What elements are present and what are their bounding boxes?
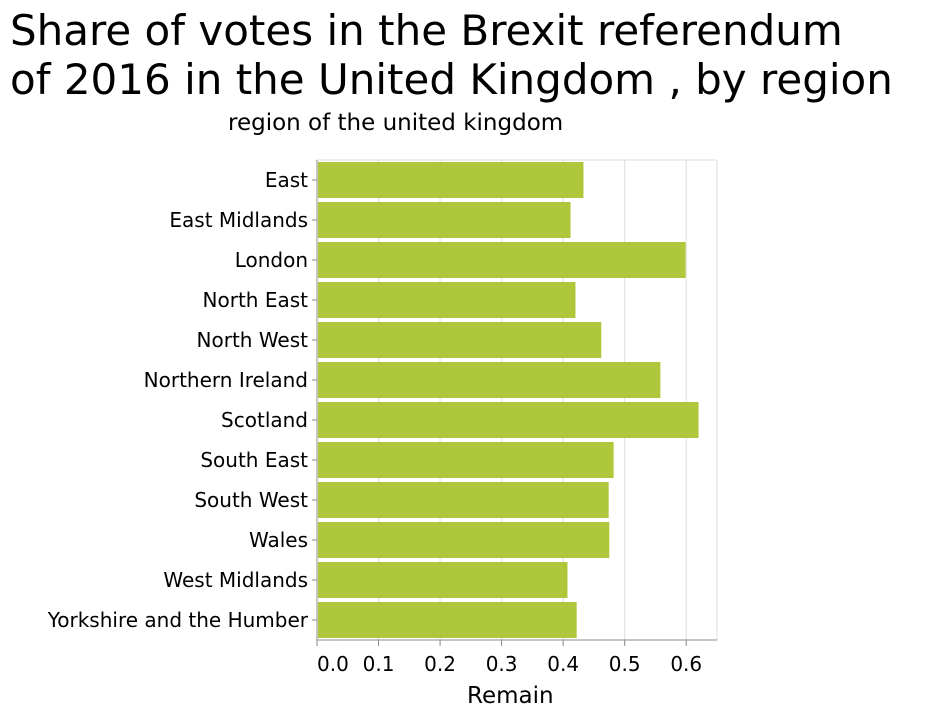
x-tick-label: 0.2	[424, 652, 456, 676]
y-tick-label: South East	[200, 448, 308, 472]
bar-london[interactable]	[318, 242, 686, 278]
y-tick-label: Scotland	[221, 408, 308, 432]
bar-west-midlands[interactable]	[318, 562, 568, 598]
x-tick-label: 0.3	[486, 652, 518, 676]
bar-north-west[interactable]	[318, 322, 602, 358]
y-tick-label: North East	[203, 288, 309, 312]
y-tick-label: South West	[194, 488, 308, 512]
bar-south-west[interactable]	[318, 482, 609, 518]
bar-scotland[interactable]	[318, 402, 699, 438]
y-tick-label: Northern Ireland	[144, 368, 308, 392]
bar-east-midlands[interactable]	[318, 202, 571, 238]
y-tick-label: North West	[197, 328, 309, 352]
x-axis-title: Remain	[467, 683, 554, 709]
axes: East East Midlands London North East North W…	[47, 160, 717, 676]
x-tick-label: 0.1	[363, 652, 395, 676]
y-tick-label: Yorkshire and the Humber	[47, 608, 309, 632]
bar-east[interactable]	[318, 162, 584, 198]
x-tick-label: 0.4	[547, 652, 579, 676]
bar-yorkshire-and-the-humber[interactable]	[318, 602, 577, 638]
bar-northern-ireland[interactable]	[318, 362, 661, 398]
y-tick-label: West Midlands	[163, 568, 308, 592]
x-tick-label: 0.6	[670, 652, 702, 676]
y-tick-label: London	[235, 248, 308, 272]
y-tick-label: East	[265, 168, 308, 192]
chart-title: Share of votes in the Brexit referendum …	[10, 6, 893, 104]
x-tick-label: 0.5	[609, 652, 641, 676]
bar-north-east[interactable]	[318, 282, 576, 318]
bar-wales[interactable]	[318, 522, 610, 558]
bars	[318, 162, 699, 638]
y-tick-label: East Midlands	[169, 208, 308, 232]
y-axis-title: region of the united kingdom	[228, 110, 564, 136]
bar-south-east[interactable]	[318, 442, 614, 478]
y-tick-label: Wales	[249, 528, 308, 552]
x-tick-label: 0.0	[317, 652, 349, 676]
